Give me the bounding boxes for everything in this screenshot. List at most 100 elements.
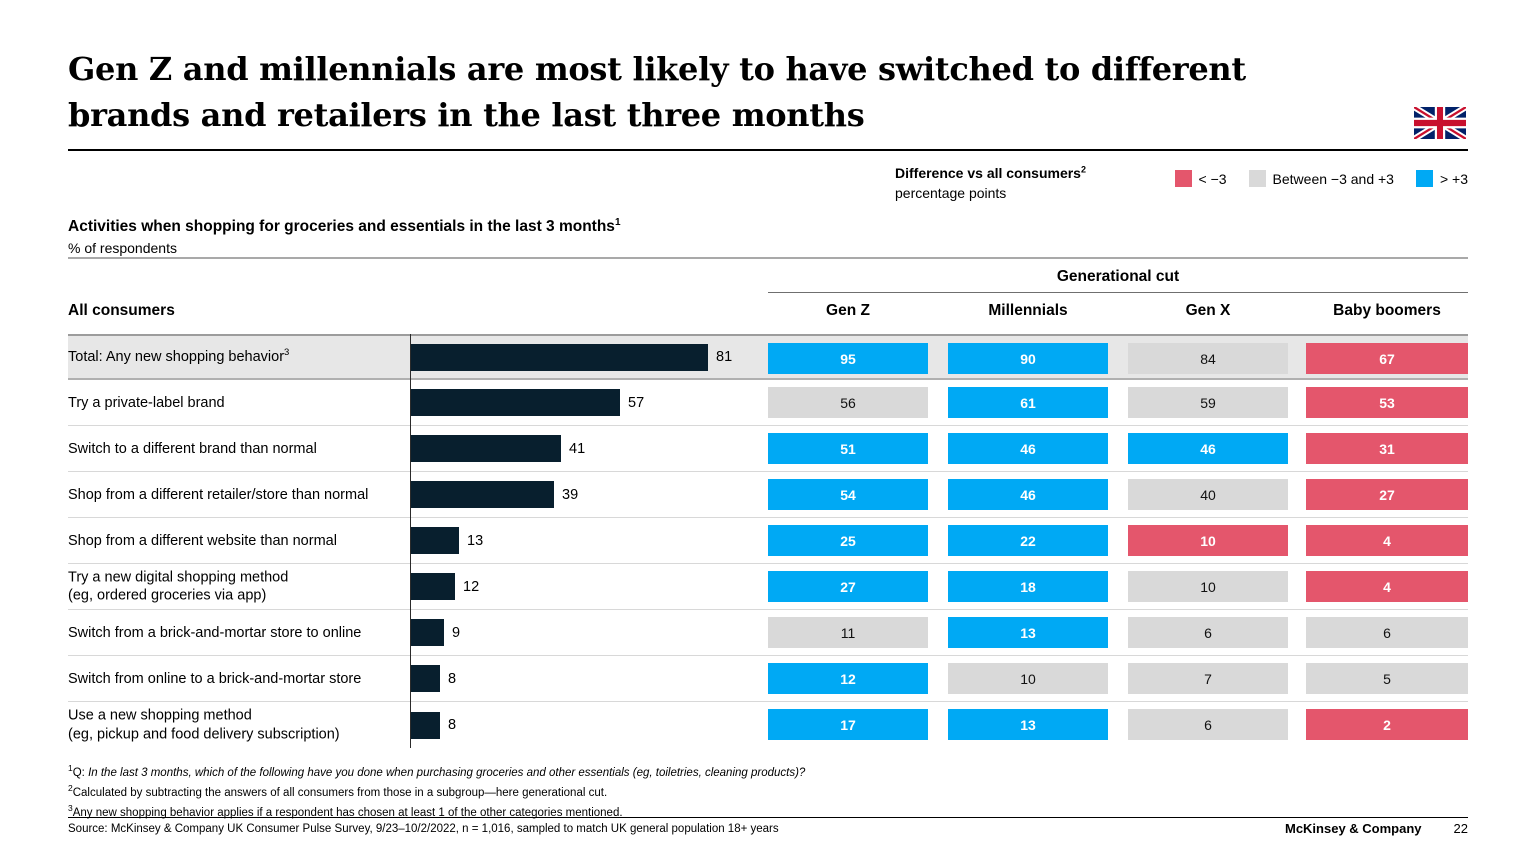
all-consumers-bar (411, 527, 459, 554)
all-consumers-value: 41 (569, 440, 586, 457)
cell-baby-boomers: 6 (1306, 617, 1468, 648)
cell-millennials: 13 (948, 617, 1108, 648)
all-consumers-value: 13 (467, 532, 484, 549)
legend-swatch-icon (1248, 170, 1266, 187)
all-consumers-value: 57 (628, 394, 645, 411)
cell-millennials: 10 (948, 663, 1108, 694)
uk-flag-icon (1414, 107, 1466, 139)
legend-items: < −3 Between −3 and +3 > +3 (1174, 170, 1468, 187)
bar-area: 12 (411, 564, 479, 609)
footnotes: 1Q: In the last 3 months, which of the f… (68, 762, 805, 822)
brand-logo-text: McKinsey & Company (1284, 821, 1422, 836)
row-label: Shop from a different website than norma… (68, 532, 337, 549)
cell-gen-z: 25 (768, 525, 928, 556)
cell-gen-z: 17 (768, 709, 928, 740)
bar-area: 39 (411, 472, 578, 517)
cell-baby-boomers: 31 (1306, 433, 1468, 464)
row-label: Switch from a brick-and-mortar store to … (68, 624, 362, 641)
bar-area: 13 (411, 518, 483, 563)
cell-baby-boomers: 4 (1306, 571, 1468, 602)
all-consumers-value: 39 (562, 486, 579, 503)
column-header-baby-boomers: Baby boomers (1333, 302, 1441, 319)
table-row: Try a private-label brand 57 56 61 59 53 (68, 380, 1468, 426)
cell-millennials: 18 (948, 571, 1108, 602)
all-consumers-bar (411, 481, 554, 508)
cell-gen-x: 40 (1128, 479, 1288, 510)
cell-gen-x: 6 (1128, 709, 1288, 740)
table-row: Switch from online to a brick-and-mortar… (68, 656, 1468, 702)
row-label: Total: Any new shopping behavior3 (68, 347, 290, 365)
bar-area: 81 (411, 336, 732, 378)
legend-title: Difference vs all consumers2 (895, 164, 1086, 181)
legend-swatch-icon (1174, 170, 1192, 187)
all-consumers-bar (411, 711, 440, 739)
cell-baby-boomers: 27 (1306, 479, 1468, 510)
cell-gen-z: 27 (768, 571, 928, 602)
table-row: Shop from a different website than norma… (68, 518, 1468, 564)
all-consumers-value: 12 (463, 578, 480, 595)
bar-area: 57 (411, 380, 644, 425)
cell-gen-x: 6 (1128, 617, 1288, 648)
cell-millennials: 90 (948, 343, 1108, 374)
cell-baby-boomers: 67 (1306, 343, 1468, 374)
cell-gen-x: 59 (1128, 387, 1288, 418)
table-row: Total: Any new shopping behavior3 81 95 … (68, 334, 1468, 380)
cell-gen-x: 46 (1128, 433, 1288, 464)
all-consumers-bar (411, 619, 444, 646)
bar-area: 9 (411, 610, 460, 655)
cell-millennials: 13 (948, 709, 1108, 740)
page-number: 22 (1453, 821, 1468, 836)
column-header-all-consumers: All consumers (68, 302, 175, 319)
bar-area: 8 (411, 656, 456, 701)
table-row: Shop from a different retailer/store tha… (68, 472, 1468, 518)
all-consumers-bar (411, 343, 708, 371)
legend-subtitle: percentage points (895, 185, 1007, 202)
generational-cut-underline (768, 292, 1468, 293)
source-text: Source: McKinsey & Company UK Consumer P… (68, 823, 779, 835)
all-consumers-bar (411, 573, 455, 600)
cell-baby-boomers: 2 (1306, 709, 1468, 740)
footnote: 3Any new shopping behavior applies if a … (68, 803, 623, 819)
legend-item-label: Between −3 and +3 (1272, 170, 1394, 187)
cell-baby-boomers: 5 (1306, 663, 1468, 694)
cell-gen-z: 11 (768, 617, 928, 648)
all-consumers-bar (411, 435, 561, 462)
chart-rows: Total: Any new shopping behavior3 81 95 … (68, 334, 1468, 748)
row-label: Use a new shopping method (eg, pickup and… (68, 707, 340, 743)
cell-gen-x: 84 (1128, 343, 1288, 374)
legend-swatch-icon (1415, 170, 1433, 187)
chart-header-divider (68, 257, 1468, 259)
all-consumers-bar (411, 389, 620, 416)
legend-title-block: Difference vs all consumers2 percentage … (895, 163, 1086, 204)
footnote: 1Q: In the last 3 months, which of the f… (68, 763, 806, 779)
cell-baby-boomers: 4 (1306, 525, 1468, 556)
legend-item: Between −3 and +3 (1248, 170, 1394, 187)
footer-brandline: McKinsey & Company 22 (1285, 821, 1468, 836)
footer-divider (68, 817, 1468, 818)
chart-subtitle: % of respondents (68, 240, 177, 256)
legend-item: < −3 (1174, 170, 1227, 187)
title-divider (68, 149, 1468, 151)
row-label: Try a new digital shopping method (eg, or… (68, 569, 289, 604)
cell-gen-z: 51 (768, 433, 928, 464)
cell-baby-boomers: 53 (1306, 387, 1468, 418)
column-header-millennials: Millennials (988, 302, 1068, 319)
cell-millennials: 22 (948, 525, 1108, 556)
chart-title: Activities when shopping for groceries a… (68, 217, 621, 236)
legend-item-label: < −3 (1198, 170, 1227, 187)
column-header-gen-x: Gen X (1185, 302, 1231, 319)
cell-millennials: 61 (948, 387, 1108, 418)
row-label: Try a private-label brand (68, 394, 225, 411)
cell-gen-z: 56 (768, 387, 928, 418)
column-header-gen-z: Gen Z (826, 302, 870, 319)
cell-gen-z: 95 (768, 343, 928, 374)
row-label: Shop from a different retailer/store tha… (68, 486, 369, 503)
row-label: Switch from online to a brick-and-mortar… (68, 670, 362, 687)
cell-gen-z: 54 (768, 479, 928, 510)
all-consumers-value: 9 (452, 624, 461, 641)
table-row: Use a new shopping method (eg, pickup and… (68, 702, 1468, 748)
all-consumers-value: 8 (448, 717, 457, 733)
cell-millennials: 46 (948, 479, 1108, 510)
cell-gen-x: 7 (1128, 663, 1288, 694)
